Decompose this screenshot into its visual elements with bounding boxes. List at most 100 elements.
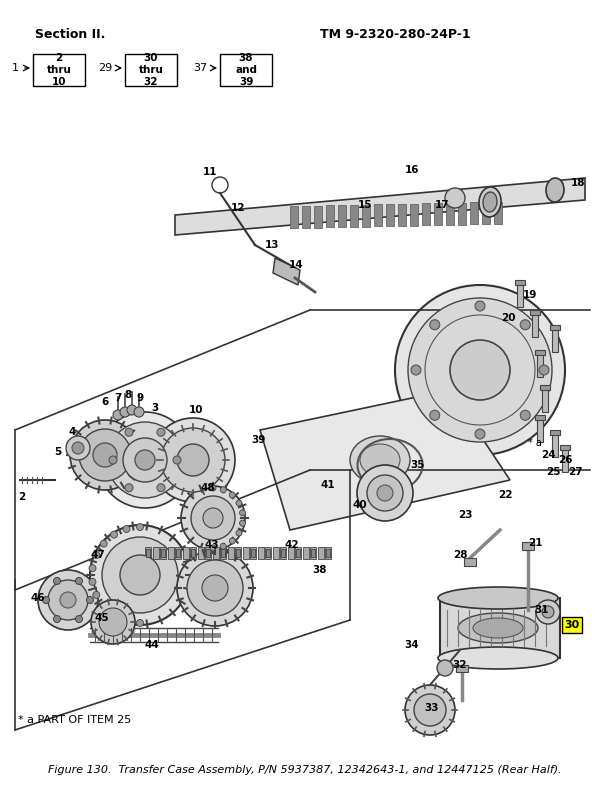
Text: 35: 35 (411, 460, 425, 470)
Text: 3: 3 (151, 403, 159, 413)
Circle shape (137, 523, 143, 530)
Bar (257, 547, 264, 559)
Circle shape (127, 405, 137, 415)
Text: 48: 48 (201, 483, 215, 493)
Text: 37: 37 (193, 63, 207, 73)
Circle shape (123, 438, 167, 482)
Bar (152, 547, 159, 559)
Bar (326, 549, 330, 557)
Circle shape (113, 410, 123, 420)
Polygon shape (422, 203, 430, 225)
Bar (266, 549, 270, 557)
Bar (265, 547, 271, 559)
Circle shape (520, 410, 530, 420)
Text: 38: 38 (313, 565, 327, 575)
Polygon shape (532, 313, 538, 337)
Text: 7: 7 (114, 393, 121, 403)
Text: 46: 46 (30, 593, 45, 603)
Polygon shape (515, 280, 525, 285)
Circle shape (125, 428, 133, 436)
Bar (295, 547, 301, 559)
Bar (182, 547, 188, 559)
Circle shape (100, 603, 107, 610)
Bar (243, 547, 248, 559)
Circle shape (395, 285, 565, 455)
Text: 40: 40 (353, 500, 367, 510)
Circle shape (229, 538, 235, 544)
Circle shape (120, 407, 130, 417)
Circle shape (236, 530, 242, 536)
Bar (168, 547, 173, 559)
Text: 30: 30 (564, 620, 580, 630)
Polygon shape (560, 445, 570, 450)
Circle shape (89, 565, 96, 572)
Text: 20: 20 (501, 313, 515, 323)
Polygon shape (350, 205, 358, 227)
Text: 16: 16 (405, 165, 419, 175)
Text: * a PART OF ITEM 25: * a PART OF ITEM 25 (18, 715, 131, 725)
Bar (220, 547, 226, 559)
Text: 39: 39 (251, 435, 265, 445)
Ellipse shape (473, 618, 523, 638)
Text: 6: 6 (101, 397, 109, 407)
Polygon shape (374, 204, 382, 226)
Circle shape (536, 600, 560, 624)
Circle shape (177, 444, 209, 476)
Circle shape (54, 577, 60, 584)
Circle shape (220, 487, 226, 493)
Circle shape (93, 552, 100, 558)
Text: 45: 45 (95, 613, 109, 623)
Circle shape (202, 575, 228, 601)
Circle shape (93, 443, 117, 467)
Bar (303, 547, 309, 559)
Circle shape (151, 418, 235, 502)
Polygon shape (470, 202, 478, 225)
Text: 34: 34 (404, 640, 419, 650)
Circle shape (110, 612, 118, 619)
Text: 26: 26 (558, 455, 572, 465)
Circle shape (87, 596, 93, 603)
Bar (221, 549, 225, 557)
Bar (175, 547, 181, 559)
Bar (220, 54, 272, 86)
Circle shape (539, 365, 549, 375)
Circle shape (110, 531, 118, 538)
Text: 43: 43 (205, 540, 220, 550)
Circle shape (125, 484, 133, 491)
Bar (161, 549, 165, 557)
Circle shape (134, 407, 144, 417)
Polygon shape (434, 203, 442, 225)
Circle shape (520, 320, 530, 330)
Bar (317, 547, 323, 559)
Text: 24: 24 (540, 450, 555, 460)
Bar (146, 549, 150, 557)
Bar (310, 547, 316, 559)
Polygon shape (260, 390, 510, 530)
Text: 25: 25 (546, 467, 560, 477)
Polygon shape (338, 205, 346, 227)
Bar (273, 547, 279, 559)
Bar (325, 547, 331, 559)
Circle shape (187, 560, 243, 616)
Circle shape (72, 442, 84, 454)
Circle shape (203, 508, 223, 528)
Circle shape (90, 525, 190, 625)
Text: 32: 32 (453, 660, 467, 670)
Ellipse shape (546, 178, 564, 202)
Text: 11: 11 (203, 167, 217, 177)
Bar (251, 549, 255, 557)
Text: 31: 31 (535, 605, 549, 615)
Text: 30
thru
32: 30 thru 32 (138, 53, 163, 87)
Bar (212, 547, 218, 559)
Circle shape (475, 301, 485, 311)
Polygon shape (494, 202, 502, 224)
Polygon shape (290, 206, 298, 228)
Circle shape (76, 615, 82, 622)
Circle shape (240, 520, 246, 526)
Text: 14: 14 (289, 260, 303, 270)
Circle shape (210, 485, 216, 491)
Polygon shape (386, 204, 394, 226)
Polygon shape (542, 388, 548, 412)
Circle shape (102, 537, 178, 613)
Polygon shape (537, 418, 543, 442)
